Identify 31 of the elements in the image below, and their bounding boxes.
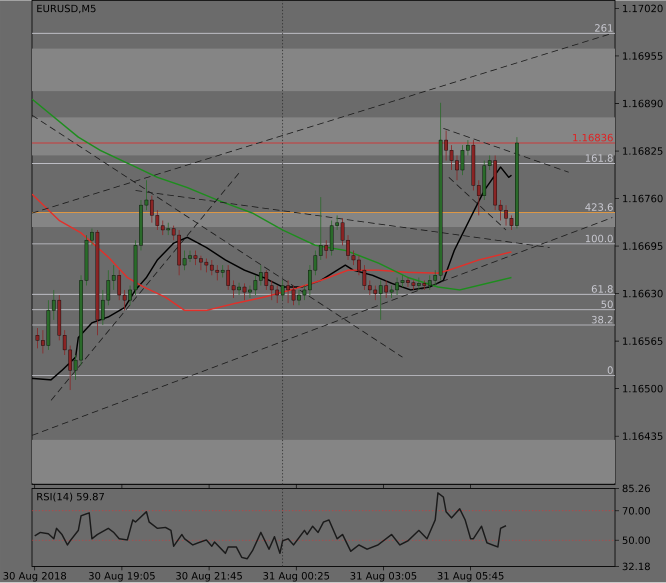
- x-tick-label: 30 Aug 21:45: [176, 572, 242, 582]
- y-tick-label: 85.26: [622, 484, 650, 492]
- y-tick-label: 1.16500: [623, 384, 663, 392]
- x-tick-label: 30 Aug 19:05: [88, 572, 155, 582]
- annotation: 38.2: [592, 316, 612, 324]
- y-tick-label: 1.17020: [623, 4, 663, 12]
- y-tick-label: 32.18: [622, 562, 650, 570]
- y-tick-label: 70.00: [622, 507, 650, 515]
- x-tick-label: 31 Aug 00:25: [263, 572, 330, 582]
- ref-line-label: 1.16836: [573, 134, 613, 142]
- annotation: 61.8: [592, 285, 613, 293]
- y-tick-label: 50.00: [622, 536, 650, 544]
- y-tick-label: 1.16630: [623, 290, 663, 298]
- y-tick-label: 1.16565: [623, 337, 662, 345]
- annotation: 423.6: [585, 203, 613, 211]
- x-tick-label: 31 Aug 03:05: [350, 572, 416, 582]
- annotation: 100.0: [586, 234, 613, 242]
- y-tick-label: 1.16955: [623, 52, 662, 60]
- y-tick-label: 1.16825: [623, 147, 662, 155]
- x-tick-label: 31 Aug 05:45: [438, 572, 504, 582]
- y-tick-label: 1.16695: [623, 242, 662, 250]
- annotation: 261: [595, 24, 612, 32]
- y-tick-label: 1.16435: [623, 432, 662, 440]
- y-tick-label: 1.16890: [623, 100, 663, 108]
- annotation: 50: [601, 300, 613, 308]
- chart-title: RSI(14) 59.87: [37, 492, 104, 502]
- annotation: 0: [608, 366, 613, 374]
- annotation: 161.8: [586, 154, 613, 162]
- y-tick-label: 1.16760: [623, 194, 663, 202]
- chart-title: EURUSD,M5: [37, 4, 96, 14]
- x-tick-label: 30 Aug 2018: [3, 572, 66, 582]
